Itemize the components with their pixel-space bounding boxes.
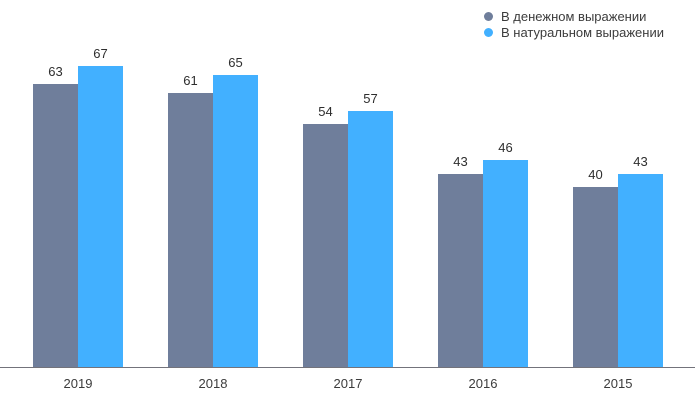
bar-value-label: 46 (498, 140, 513, 155)
bar-value-label: 54 (318, 104, 333, 119)
chart-legend: В денежном выражении В натуральном выраж… (484, 9, 664, 40)
bar-2017-natural: 57 (348, 91, 393, 367)
legend-circle-gray-icon (484, 12, 494, 21)
bar-2016-monetary: 43 (438, 154, 483, 367)
bar-value-label: 63 (48, 63, 63, 79)
legend-circle-blue-icon (484, 28, 494, 37)
bar-group-2017: 54 57 (303, 91, 393, 367)
plot-area: 63 67 61 65 54 57 43 46 40 43 (0, 46, 695, 368)
x-axis-label-2016: 2016 (468, 376, 498, 391)
x-axis-label-2019: 2019 (63, 376, 93, 391)
bar-2015-natural: 43 (618, 154, 663, 367)
x-axis-label-2015: 2015 (603, 376, 633, 391)
x-axis-label-2017: 2017 (333, 376, 363, 391)
legend-item-natural: В натуральном выражении (484, 25, 664, 40)
bar-2015-monetary: 40 (573, 167, 618, 367)
bar-2018-monetary: 61 (168, 73, 213, 367)
bar-2018-natural: 65 (213, 55, 258, 367)
bar-value-label: 61 (183, 72, 198, 88)
bar-group-2019: 63 67 (33, 46, 123, 367)
bar-value-label: 57 (363, 90, 378, 106)
bar-group-2018: 61 65 (168, 55, 258, 367)
bar-group-2016: 43 46 (438, 140, 528, 367)
legend-item-monetary: В денежном выражении (484, 9, 664, 24)
bar-value-label: 40 (588, 167, 603, 182)
bar-value-label: 65 (228, 54, 243, 70)
bar-value-label: 43 (453, 153, 468, 169)
x-axis-label-2018: 2018 (198, 376, 228, 391)
bar-groups-container: 63 67 61 65 54 57 43 46 40 43 (33, 46, 663, 367)
legend-label-natural: В натуральном выражении (501, 25, 664, 40)
bar-2019-monetary: 63 (33, 64, 78, 367)
bar-group-2015: 40 43 (573, 154, 663, 367)
legend-label-monetary: В денежном выражении (501, 9, 647, 24)
x-axis-labels: 2019 2018 2017 2016 2015 (0, 368, 695, 391)
bar-value-label: 43 (633, 153, 648, 169)
bar-2019-natural: 67 (78, 46, 123, 367)
bar-2017-monetary: 54 (303, 104, 348, 367)
bar-value-label: 67 (93, 45, 108, 61)
bar-2016-natural: 46 (483, 140, 528, 367)
